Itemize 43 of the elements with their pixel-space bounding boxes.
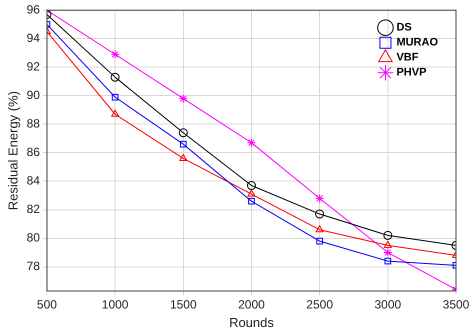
y-axis-title: Residual Energy (%): [5, 90, 20, 210]
y-tick-label: 82: [26, 202, 40, 216]
y-tick-label: 86: [26, 145, 40, 160]
y-tick-label: 92: [26, 60, 40, 74]
legend-label: VBF: [396, 52, 419, 64]
point: [248, 198, 255, 205]
point: [315, 194, 324, 203]
x-tick-label: 3000: [374, 298, 402, 312]
y-tick-label: 84: [26, 174, 40, 188]
x-tick-label: 3500: [442, 298, 470, 312]
point: [110, 72, 120, 82]
point: [316, 225, 324, 232]
point: [111, 110, 120, 117]
point: [179, 154, 188, 161]
y-tick-label: 96: [26, 2, 40, 17]
point: [383, 248, 392, 258]
point: [246, 138, 256, 148]
y-tick-label: 80: [26, 230, 40, 245]
point: [246, 181, 256, 190]
point: [178, 94, 188, 104]
y-tick-label: 88: [26, 116, 40, 131]
point: [316, 238, 323, 244]
legend-label: MURAO: [396, 36, 438, 49]
legend-label: PHVP: [396, 66, 426, 79]
point: [384, 258, 392, 264]
y-tick-label: 94: [26, 31, 40, 46]
point: [110, 50, 120, 59]
y-tick-label: 90: [26, 88, 40, 102]
y-tick-label: 78: [26, 259, 40, 274]
legend-label: DS: [396, 22, 412, 34]
x-tick-label: 1000: [102, 298, 129, 312]
point: [384, 240, 392, 248]
point: [383, 230, 392, 240]
point: [248, 190, 256, 197]
point: [112, 94, 118, 100]
point: [178, 128, 188, 138]
x-tick-label: 500: [36, 298, 58, 312]
x-axis-title: Rounds: [229, 314, 274, 330]
x-tick-label: 2500: [306, 298, 334, 312]
x-tick-label: 1500: [170, 298, 197, 312]
x-tick-label: 2000: [238, 298, 266, 312]
point: [315, 210, 324, 219]
point: [180, 140, 187, 148]
